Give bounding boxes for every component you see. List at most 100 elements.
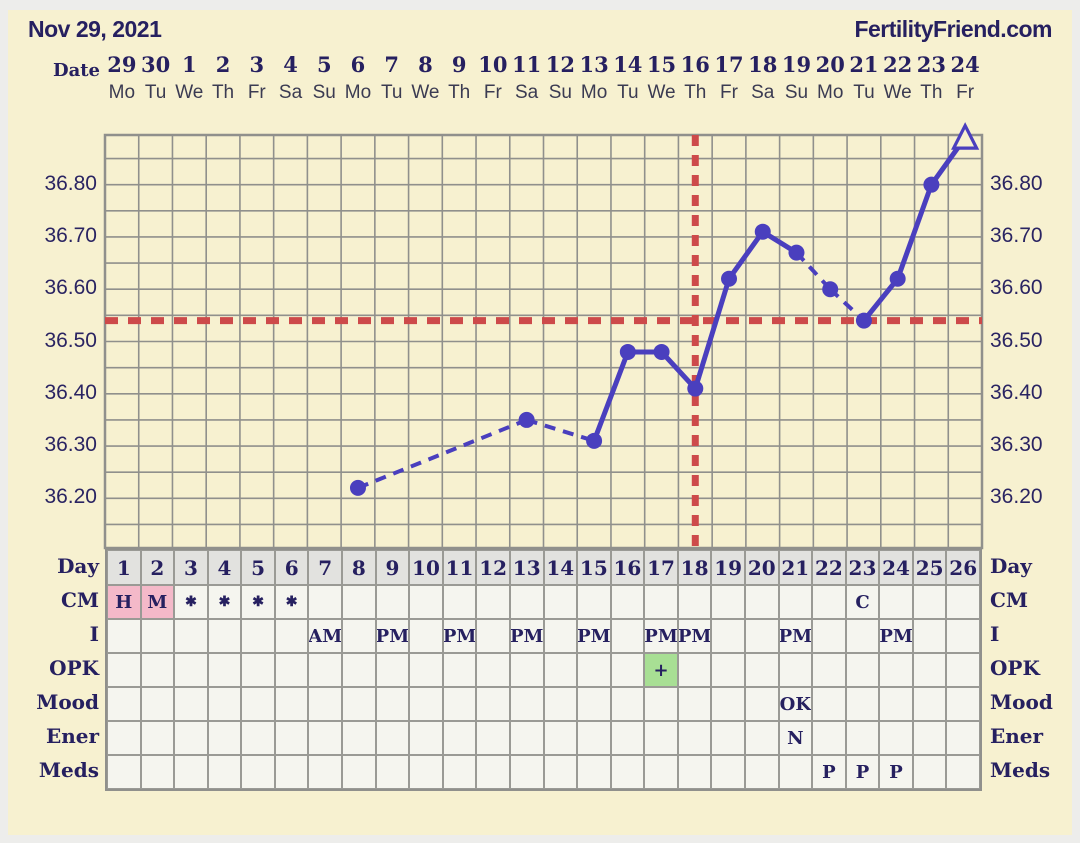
temp-point[interactable] xyxy=(754,223,771,240)
opk-cell-day-1[interactable] xyxy=(107,653,141,687)
cm-cell-day-9[interactable] xyxy=(375,585,410,619)
temp-point[interactable] xyxy=(822,281,839,298)
temp-point[interactable] xyxy=(653,343,670,360)
day-cell-day-8[interactable]: 8 xyxy=(342,550,376,585)
meds-cell-day-23[interactable]: P xyxy=(845,755,880,789)
temp-point[interactable] xyxy=(855,312,872,329)
mood-cell-day-22[interactable] xyxy=(812,687,846,721)
cm-cell-day-11[interactable] xyxy=(442,585,477,619)
ener-cell-day-13[interactable] xyxy=(509,721,544,755)
ener-cell-day-10[interactable] xyxy=(409,721,443,755)
mood-cell-day-9[interactable] xyxy=(375,687,410,721)
i-cell-day-13[interactable]: PM xyxy=(509,619,544,653)
ener-cell-day-6[interactable] xyxy=(274,721,309,755)
i-cell-day-5[interactable] xyxy=(241,619,275,653)
ener-cell-day-4[interactable] xyxy=(207,721,242,755)
temp-point[interactable] xyxy=(619,343,636,360)
opk-cell-day-7[interactable] xyxy=(308,653,343,687)
cm-cell-day-21[interactable] xyxy=(778,585,813,619)
mood-cell-day-4[interactable] xyxy=(207,687,242,721)
meds-cell-day-21[interactable] xyxy=(778,755,813,789)
opk-cell-day-5[interactable] xyxy=(241,653,275,687)
opk-cell-day-22[interactable] xyxy=(812,653,846,687)
meds-cell-day-26[interactable] xyxy=(946,755,980,789)
meds-cell-day-7[interactable] xyxy=(308,755,343,789)
i-cell-day-8[interactable] xyxy=(342,619,376,653)
mood-cell-day-15[interactable] xyxy=(577,687,611,721)
day-cell-day-13[interactable]: 13 xyxy=(509,550,544,585)
cm-cell-day-13[interactable] xyxy=(509,585,544,619)
i-cell-day-9[interactable]: PM xyxy=(375,619,410,653)
ener-cell-day-1[interactable] xyxy=(107,721,141,755)
day-cell-day-11[interactable]: 11 xyxy=(442,550,477,585)
cm-cell-day-14[interactable] xyxy=(543,585,578,619)
cm-cell-day-1[interactable]: H xyxy=(107,585,141,619)
temp-point[interactable] xyxy=(721,270,738,287)
meds-cell-day-10[interactable] xyxy=(409,755,443,789)
cm-cell-day-20[interactable] xyxy=(744,585,779,619)
day-cell-day-15[interactable]: 15 xyxy=(577,550,611,585)
cm-cell-day-4[interactable]: ✱ xyxy=(207,585,242,619)
cm-cell-day-6[interactable]: ✱ xyxy=(274,585,309,619)
i-cell-day-15[interactable]: PM xyxy=(577,619,611,653)
i-cell-day-10[interactable] xyxy=(409,619,443,653)
day-cell-day-22[interactable]: 22 xyxy=(812,550,846,585)
day-cell-day-7[interactable]: 7 xyxy=(308,550,343,585)
mood-cell-day-5[interactable] xyxy=(241,687,275,721)
ener-cell-day-2[interactable] xyxy=(140,721,175,755)
i-cell-day-26[interactable] xyxy=(946,619,980,653)
opk-cell-day-11[interactable] xyxy=(442,653,477,687)
meds-cell-day-18[interactable] xyxy=(677,755,712,789)
i-cell-day-14[interactable] xyxy=(543,619,578,653)
ener-cell-day-25[interactable] xyxy=(912,721,947,755)
opk-cell-day-17[interactable]: + xyxy=(644,653,678,687)
meds-cell-day-25[interactable] xyxy=(912,755,947,789)
day-cell-day-12[interactable]: 12 xyxy=(476,550,510,585)
i-cell-day-20[interactable] xyxy=(744,619,779,653)
mood-cell-day-13[interactable] xyxy=(509,687,544,721)
temp-point[interactable] xyxy=(889,270,906,287)
ener-cell-day-26[interactable] xyxy=(946,721,980,755)
mood-cell-day-21[interactable]: OK xyxy=(778,687,813,721)
day-cell-day-17[interactable]: 17 xyxy=(644,550,678,585)
day-cell-day-26[interactable]: 26 xyxy=(946,550,980,585)
meds-cell-day-11[interactable] xyxy=(442,755,477,789)
cm-cell-day-8[interactable] xyxy=(342,585,376,619)
day-cell-day-4[interactable]: 4 xyxy=(207,550,242,585)
meds-cell-day-17[interactable] xyxy=(644,755,678,789)
ener-cell-day-22[interactable] xyxy=(812,721,846,755)
meds-cell-day-24[interactable]: P xyxy=(879,755,913,789)
mood-cell-day-14[interactable] xyxy=(543,687,578,721)
meds-cell-day-22[interactable]: P xyxy=(812,755,846,789)
opk-cell-day-25[interactable] xyxy=(912,653,947,687)
ener-cell-day-5[interactable] xyxy=(241,721,275,755)
ener-cell-day-8[interactable] xyxy=(342,721,376,755)
temp-point[interactable] xyxy=(586,432,603,449)
meds-cell-day-6[interactable] xyxy=(274,755,309,789)
opk-cell-day-8[interactable] xyxy=(342,653,376,687)
mood-cell-day-19[interactable] xyxy=(711,687,745,721)
day-cell-day-5[interactable]: 5 xyxy=(241,550,275,585)
day-cell-day-25[interactable]: 25 xyxy=(912,550,947,585)
mood-cell-day-12[interactable] xyxy=(476,687,510,721)
day-cell-day-3[interactable]: 3 xyxy=(174,550,208,585)
cm-cell-day-17[interactable] xyxy=(644,585,678,619)
opk-cell-day-4[interactable] xyxy=(207,653,242,687)
ener-cell-day-7[interactable] xyxy=(308,721,343,755)
cm-cell-day-15[interactable] xyxy=(577,585,611,619)
i-cell-day-23[interactable] xyxy=(845,619,880,653)
ener-cell-day-20[interactable] xyxy=(744,721,779,755)
ener-cell-day-9[interactable] xyxy=(375,721,410,755)
cm-cell-day-7[interactable] xyxy=(308,585,343,619)
opk-cell-day-19[interactable] xyxy=(711,653,745,687)
day-cell-day-10[interactable]: 10 xyxy=(409,550,443,585)
mood-cell-day-3[interactable] xyxy=(174,687,208,721)
i-cell-day-22[interactable] xyxy=(812,619,846,653)
opk-cell-day-6[interactable] xyxy=(274,653,309,687)
cm-cell-day-16[interactable] xyxy=(610,585,645,619)
meds-cell-day-16[interactable] xyxy=(610,755,645,789)
opk-cell-day-15[interactable] xyxy=(577,653,611,687)
mood-cell-day-25[interactable] xyxy=(912,687,947,721)
opk-cell-day-26[interactable] xyxy=(946,653,980,687)
i-cell-day-11[interactable]: PM xyxy=(442,619,477,653)
